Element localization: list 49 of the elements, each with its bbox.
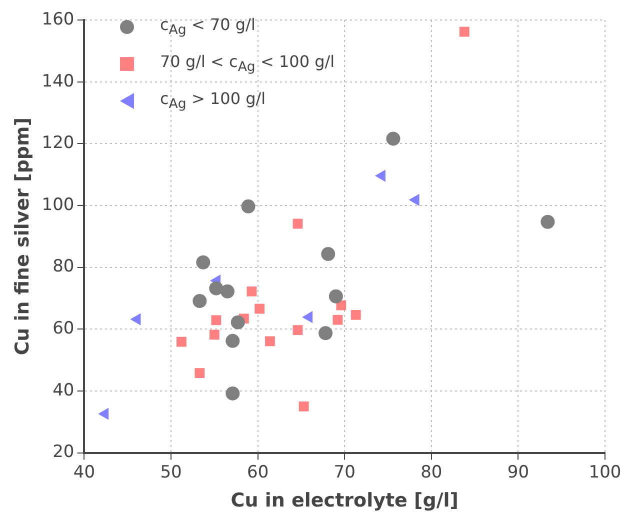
point (192, 294, 207, 308)
y-tick-label: 120 (42, 133, 74, 154)
point (254, 304, 265, 314)
point (209, 281, 224, 296)
point (130, 313, 141, 326)
legend-label: 70 g/l < c$_{Ag}$ < 100 g/l (160, 52, 335, 76)
point (298, 401, 309, 412)
y-tick-label: 40 (52, 380, 74, 400)
point (321, 247, 336, 262)
point (241, 199, 256, 214)
x-tick-label: 80 (420, 462, 442, 482)
point (332, 314, 343, 325)
legend-label: c$_{Ag}$ < 70 g/l (160, 14, 256, 38)
point (386, 132, 400, 146)
x-tick-label: 70 (334, 462, 356, 482)
point (211, 315, 222, 326)
point (265, 336, 275, 346)
y-tick-label: 140 (42, 71, 74, 92)
point (220, 284, 234, 298)
y-tick-label: 160 (42, 9, 74, 30)
x-tick-label: 50 (160, 462, 182, 482)
point (292, 218, 303, 229)
point (230, 315, 245, 330)
legend-label: c$_{Ag}$ > 100 g/l (160, 88, 266, 112)
point (98, 408, 109, 420)
point (292, 325, 303, 336)
y-tick-label: 60 (52, 318, 74, 339)
point (246, 286, 257, 296)
x-axis-title: Cu in electrolyte [g/l] (230, 490, 458, 512)
y-tick-label: 100 (42, 194, 74, 215)
point (350, 310, 361, 320)
point (194, 368, 205, 378)
point (226, 386, 240, 400)
point (209, 330, 220, 340)
x-tick-label: 90 (507, 462, 530, 482)
x-tick-label: 100 (588, 462, 622, 482)
point (302, 311, 313, 324)
y-axis-title: Cu in fine silver [ppm] (11, 117, 34, 356)
point (196, 255, 210, 270)
point (328, 289, 343, 304)
y-tick-label: 80 (52, 256, 74, 277)
point (459, 26, 470, 37)
point (540, 214, 555, 229)
y-tick-label: 20 (52, 442, 74, 462)
x-tick-label: 60 (247, 462, 269, 482)
point (318, 326, 333, 340)
point (226, 334, 240, 348)
point (176, 336, 186, 347)
x-tick-label: 40 (73, 462, 96, 482)
